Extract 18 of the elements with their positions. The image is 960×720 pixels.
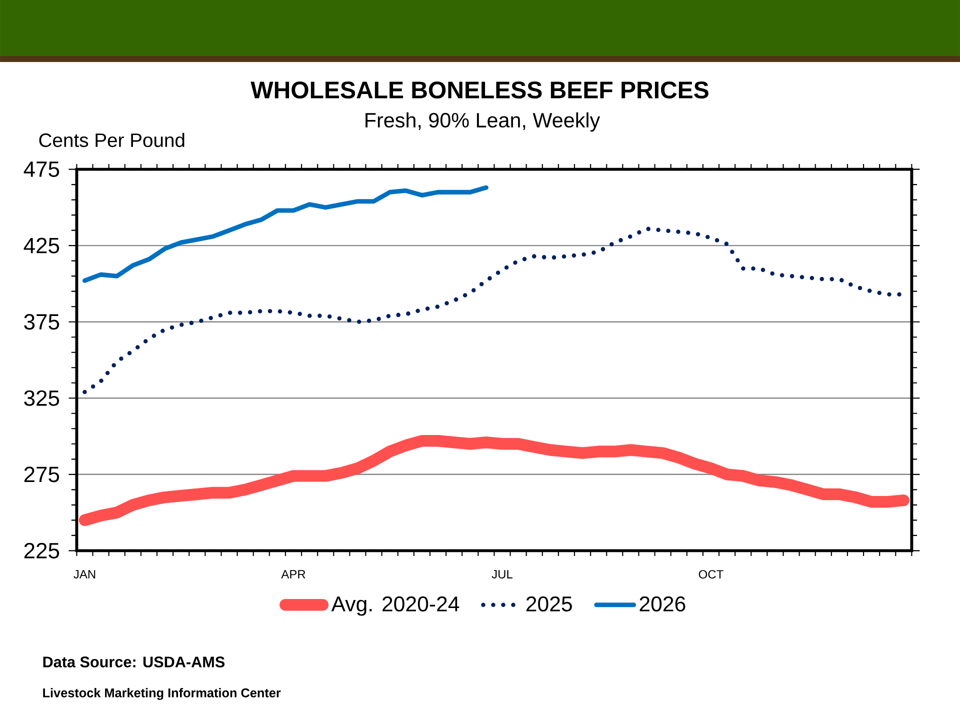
legend-label: 2026 bbox=[640, 596, 686, 612]
x-tick-label: OCT bbox=[698, 570, 724, 579]
source-note: Data Source: USDA-AMS bbox=[43, 656, 225, 668]
y-tick-label: 425 bbox=[24, 238, 60, 254]
x-tick-label: JAN bbox=[74, 570, 96, 578]
y-tick-label: 275 bbox=[24, 466, 60, 482]
y-tick-label: 325 bbox=[24, 390, 60, 406]
y-axis-title: Cents Per Pound bbox=[39, 132, 184, 148]
y-tick-label: 225 bbox=[24, 542, 60, 558]
y-tick-label: 375 bbox=[24, 314, 60, 330]
x-tick-label: JUL bbox=[492, 570, 513, 578]
y-tick-label: 475 bbox=[24, 162, 60, 177]
x-tick-label: APR bbox=[281, 570, 306, 578]
chart-title: WHOLESALE BONELESS BEEF PRICES bbox=[250, 81, 708, 98]
text: Livestock Marketing Information Center bbox=[43, 688, 281, 700]
chart-subtitle: Fresh, 90% Lean, Weekly bbox=[366, 112, 600, 132]
legend-label: Avg. 2020-24 bbox=[331, 596, 460, 616]
legend-label: 2025 bbox=[526, 596, 572, 612]
